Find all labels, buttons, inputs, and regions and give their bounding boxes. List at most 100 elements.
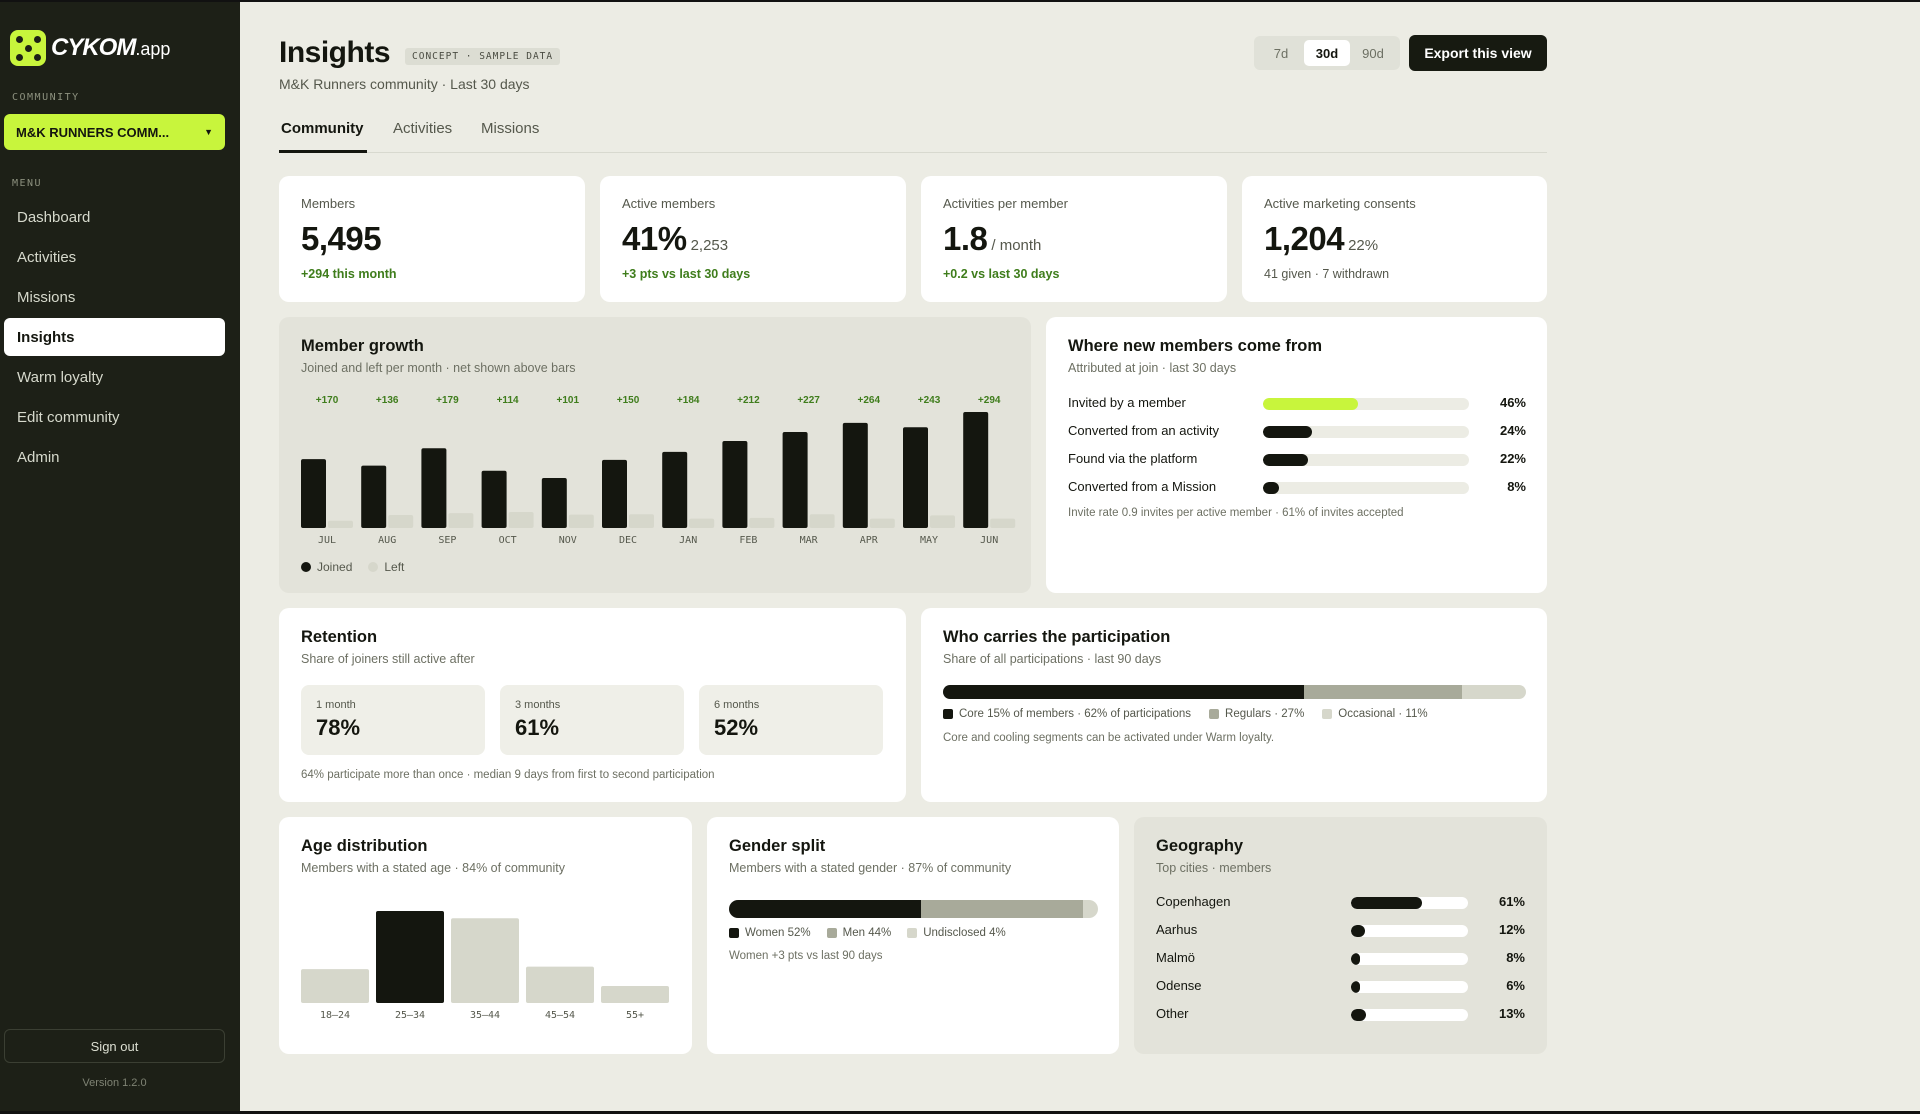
city-row: Aarhus 12% xyxy=(1156,920,1525,940)
range-30d-button[interactable]: 30d xyxy=(1304,40,1350,66)
sidebar-item-edit-community[interactable]: Edit community xyxy=(17,408,120,426)
source-percent: 24% xyxy=(1499,423,1526,438)
page-subtitle: M&K Runners community · Last 30 days xyxy=(279,76,530,92)
kpi-card-marketing-consents: Active marketing consents 1,204 22% 41 gi… xyxy=(1242,176,1547,302)
tab-activities[interactable]: Activities xyxy=(393,120,453,137)
age-distribution-card: Age distribution Members with a stated a… xyxy=(279,817,692,1054)
kpi-unit: 2,253 xyxy=(690,237,729,254)
legend-swatch-core xyxy=(943,709,953,719)
age-bar-2 xyxy=(451,918,519,1003)
sidebar-item-dashboard[interactable]: Dashboard xyxy=(17,208,91,226)
x-tick-label-feb: FEB xyxy=(739,535,757,546)
x-tick-label-apr: APR xyxy=(860,535,879,546)
bar-joined-jul xyxy=(301,459,326,528)
retention-footnote: 64% participate more than once · median … xyxy=(301,769,715,781)
city-row: Odense 6% xyxy=(1156,976,1525,996)
bar-joined-aug xyxy=(361,465,387,528)
bar-joined-nov xyxy=(541,477,567,528)
bar-left-aug xyxy=(388,514,414,528)
city-percent: 13% xyxy=(1498,1006,1525,1021)
community-selector[interactable]: M&K RUNNERS COMM... ▼ xyxy=(4,114,225,150)
sidebar-item-warm-loyalty[interactable]: Warm loyalty xyxy=(17,368,104,386)
version-label: Version 1.2.0 xyxy=(82,1077,147,1089)
x-tick-label-may: MAY xyxy=(920,535,938,546)
kpi-label: Active marketing consents xyxy=(1264,196,1416,211)
legend-label-women: Women 52% xyxy=(745,927,811,939)
kpi-value: 41% 2,253 xyxy=(622,220,729,257)
tab-missions[interactable]: Missions xyxy=(481,120,540,137)
sign-out-button[interactable]: Sign out xyxy=(4,1029,225,1063)
x-tick-label-dec: DEC xyxy=(619,535,637,546)
retention-box-6-months: 6 months 52% xyxy=(699,685,883,755)
source-row: Invited by a member 46% xyxy=(1068,393,1526,413)
tab-community[interactable]: Community xyxy=(281,120,364,137)
sources-footnote: Invite rate 0.9 invites per active membe… xyxy=(1068,507,1404,519)
gender-segment-2 xyxy=(1083,900,1098,918)
export-button[interactable]: Export this view xyxy=(1409,35,1547,71)
kpi-value: 1,204 22% xyxy=(1264,220,1379,257)
retention-value: 52% xyxy=(714,715,759,740)
legend-label-undisclosed: Undisclosed 4% xyxy=(923,927,1006,939)
sidebar-item-missions[interactable]: Missions xyxy=(17,288,76,306)
city-row: Malmö 8% xyxy=(1156,948,1525,968)
sidebar-item-insights[interactable]: Insights xyxy=(4,318,225,356)
range-90d-button[interactable]: 90d xyxy=(1362,45,1384,61)
kpi-card-members: Members 5,495 +294 this month xyxy=(279,176,585,302)
bar-joined-jun xyxy=(963,412,989,528)
net-label-jan: +184 xyxy=(677,395,700,406)
legend-label-occasional: Occasional · 11% xyxy=(1338,708,1428,720)
city-bar-fill xyxy=(1351,981,1361,993)
page-title: Insights xyxy=(279,36,391,69)
source-bar-track xyxy=(1263,482,1469,494)
source-bar-fill xyxy=(1263,454,1309,466)
retention-card: Retention Share of joiners still active … xyxy=(279,608,906,802)
participation-segment-0 xyxy=(943,685,1305,699)
city-percent: 8% xyxy=(1506,950,1525,965)
net-label-nov: +101 xyxy=(557,395,580,406)
x-tick-label-nov: NOV xyxy=(559,535,577,546)
bar-left-jun xyxy=(990,518,1016,528)
age-tick-label-4: 55+ xyxy=(626,1010,644,1021)
city-label: Odense xyxy=(1156,978,1202,993)
card-subtitle: Share of all participations · last 90 da… xyxy=(943,652,1162,666)
retention-value: 78% xyxy=(316,715,361,740)
source-label: Invited by a member xyxy=(1068,395,1186,410)
city-percent: 6% xyxy=(1506,978,1525,993)
legend-swatch-left xyxy=(368,562,379,572)
sidebar: CYKOM.app COMMUNITY M&K RUNNERS COMM... … xyxy=(0,2,240,1111)
kpi-label: Activities per member xyxy=(943,196,1068,211)
bottom-edge xyxy=(0,1111,1920,1114)
retention-period: 6 months xyxy=(714,699,760,711)
card-title: Geography xyxy=(1156,837,1244,855)
menu-section-label: MENU xyxy=(12,178,43,189)
participation-segment-1 xyxy=(1304,685,1462,699)
city-bar-track xyxy=(1351,981,1468,993)
sidebar-item-admin[interactable]: Admin xyxy=(17,448,60,466)
city-label: Other xyxy=(1156,1006,1189,1021)
age-bar-0 xyxy=(301,969,369,1003)
member-growth-card: Member growth Joined and left per month … xyxy=(279,317,1031,593)
x-tick-label-sep: SEP xyxy=(438,535,456,546)
net-label-apr: +264 xyxy=(858,395,881,406)
city-bar-track xyxy=(1351,925,1468,937)
city-percent: 61% xyxy=(1498,894,1525,909)
top-edge xyxy=(0,0,1920,2)
source-row: Converted from a Mission 8% xyxy=(1068,477,1526,497)
source-bar-fill xyxy=(1263,398,1358,410)
bar-joined-oct xyxy=(481,470,507,528)
logo-text: CYKOM.app xyxy=(51,34,171,61)
range-7d-button[interactable]: 7d xyxy=(1273,45,1289,61)
net-label-oct: +114 xyxy=(497,395,519,406)
app-logo[interactable]: CYKOM.app xyxy=(10,30,170,66)
legend-label-men: Men 44% xyxy=(842,927,892,939)
source-label: Found via the platform xyxy=(1068,451,1198,466)
sidebar-item-activities[interactable]: Activities xyxy=(17,248,77,266)
logo-icon xyxy=(10,30,46,66)
retention-period: 1 month xyxy=(316,699,356,711)
kpi-delta: +294 this month xyxy=(301,267,397,281)
participation-footnote: Core and cooling segments can be activat… xyxy=(943,732,1275,744)
card-title: Who carries the participation xyxy=(943,628,1171,646)
age-bar-4 xyxy=(601,986,669,1003)
source-bar-fill xyxy=(1263,482,1280,494)
gender-segment-0 xyxy=(729,900,921,918)
